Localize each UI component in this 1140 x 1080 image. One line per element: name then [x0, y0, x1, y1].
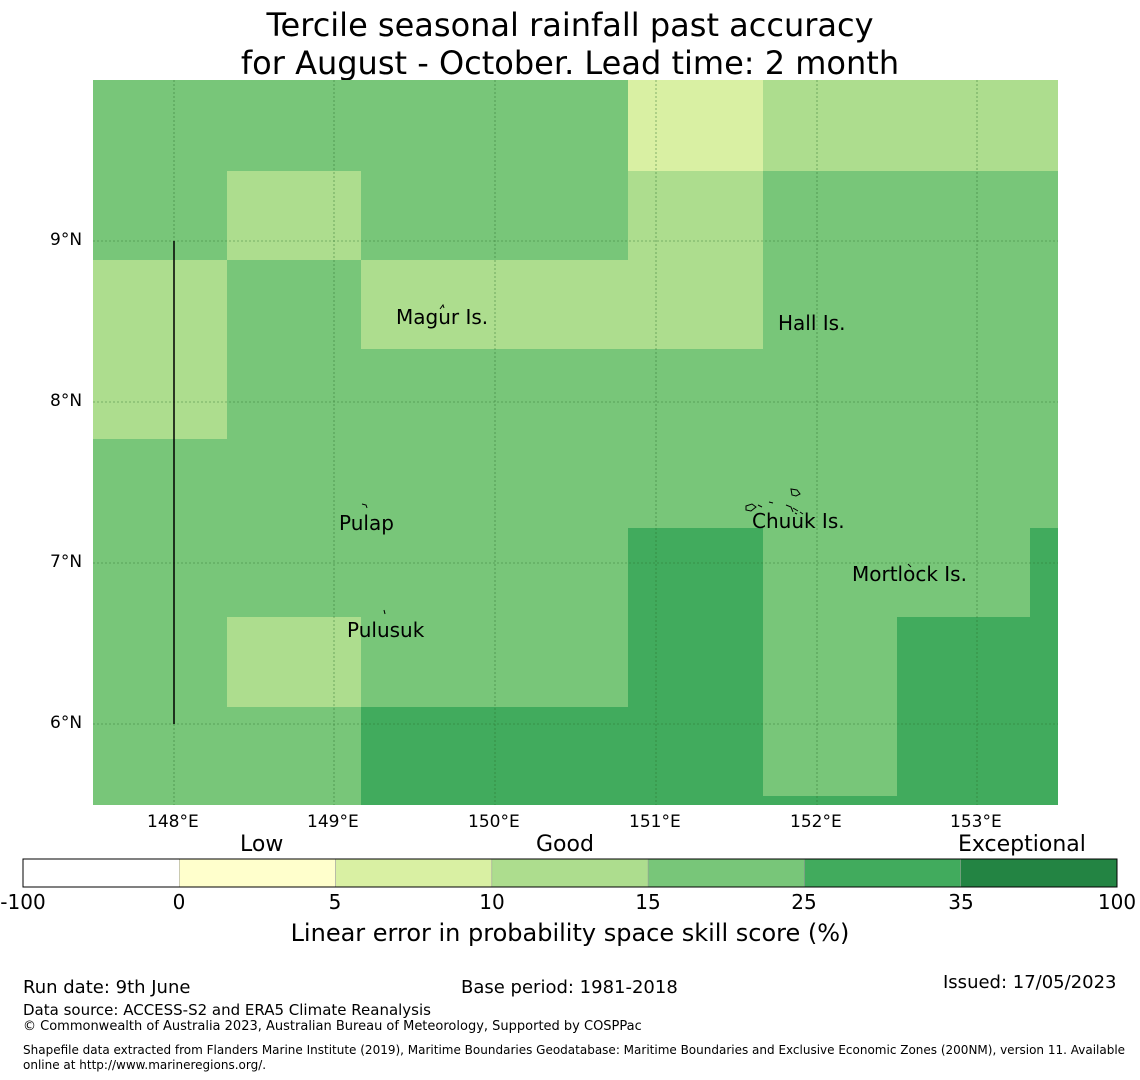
copyright: © Commonwealth of Australia 2023, Austra… — [23, 1019, 642, 1034]
place-label-magur: Magur Is. — [396, 305, 489, 329]
skill-cell — [628, 171, 763, 260]
place-label-chuuk: Chuuk Is. — [752, 509, 845, 533]
lon-tick-label: 151°E — [629, 812, 681, 832]
lon-tick-label: 153°E — [950, 812, 1002, 832]
lon-tick-label: 150°E — [468, 812, 520, 832]
lat-tick-label: 9°N — [50, 230, 83, 250]
skill-cell — [227, 171, 361, 260]
colorbar-tick: 5 — [328, 890, 342, 914]
lon-tick-label: 152°E — [790, 812, 842, 832]
title-line-2: for August - October. Lead time: 2 month — [240, 44, 900, 82]
map-grid-cells — [93, 80, 1058, 805]
hall-island-shape — [794, 512, 798, 515]
shapefile-credit-line-2: online at http://www.marineregions.org/. — [23, 1058, 267, 1072]
title-line-1: Tercile seasonal rainfall past accuracy — [266, 6, 874, 44]
pulap-island-shape — [361, 503, 368, 509]
lat-tick-label: 8°N — [50, 391, 83, 411]
colorbar-category-low: Low — [240, 832, 284, 857]
skill-cell — [361, 707, 628, 805]
colorbar-tick: 15 — [635, 890, 661, 914]
place-label-pulap: Pulap — [339, 511, 394, 535]
pulusuk-island-shape — [383, 609, 386, 615]
data-source: Data source: ACCESS-S2 and ERA5 Climate … — [23, 1001, 431, 1019]
colorbar-tick: 25 — [791, 890, 817, 914]
skill-cell — [897, 617, 1058, 805]
island-outlines — [361, 303, 912, 615]
colorbar-category-exceptional: Exceptional — [958, 832, 1086, 857]
lat-tick-label: 7°N — [50, 552, 83, 572]
lat-tick-label: 6°N — [50, 713, 83, 733]
skill-cell — [763, 796, 897, 805]
lon-tick-label: 148°E — [147, 812, 199, 832]
chuuk-island-shape — [745, 488, 804, 515]
colorbar-tick: 35 — [948, 890, 974, 914]
colorbar-category-good: Good — [536, 832, 594, 857]
place-label-mortlock: Mortlock Is. — [852, 562, 967, 586]
colorbar-tick: 100 — [1097, 890, 1137, 914]
lon-tick-label: 149°E — [307, 812, 359, 832]
base-period: Base period: 1981-2018 — [461, 977, 678, 998]
shapefile-credit-line-1: Shapefile data extracted from Flanders M… — [23, 1043, 1126, 1057]
skill-cell — [763, 80, 1058, 171]
colorbar-tick: -100 — [0, 890, 46, 914]
skill-cell — [227, 617, 361, 707]
magur-island-shape — [439, 303, 445, 310]
issued-date: Issued: 17/05/2023 — [943, 972, 1117, 993]
run-date: Run date: 9th June — [23, 977, 191, 998]
skill-cell — [93, 260, 227, 439]
skill-cell — [361, 260, 763, 349]
colorbar-tick: 0 — [172, 890, 186, 914]
skill-cell — [1030, 528, 1058, 617]
colorbar-axis-label: Linear error in probability space skill … — [290, 919, 850, 947]
skill-cell — [628, 528, 763, 805]
mortlock-island-shape — [907, 563, 912, 568]
place-label-hall: Hall Is. — [778, 311, 846, 335]
place-label-pulusuk: Pulusuk — [347, 618, 425, 642]
colorbar-tick: 10 — [479, 890, 505, 914]
skill-cell — [628, 80, 763, 171]
